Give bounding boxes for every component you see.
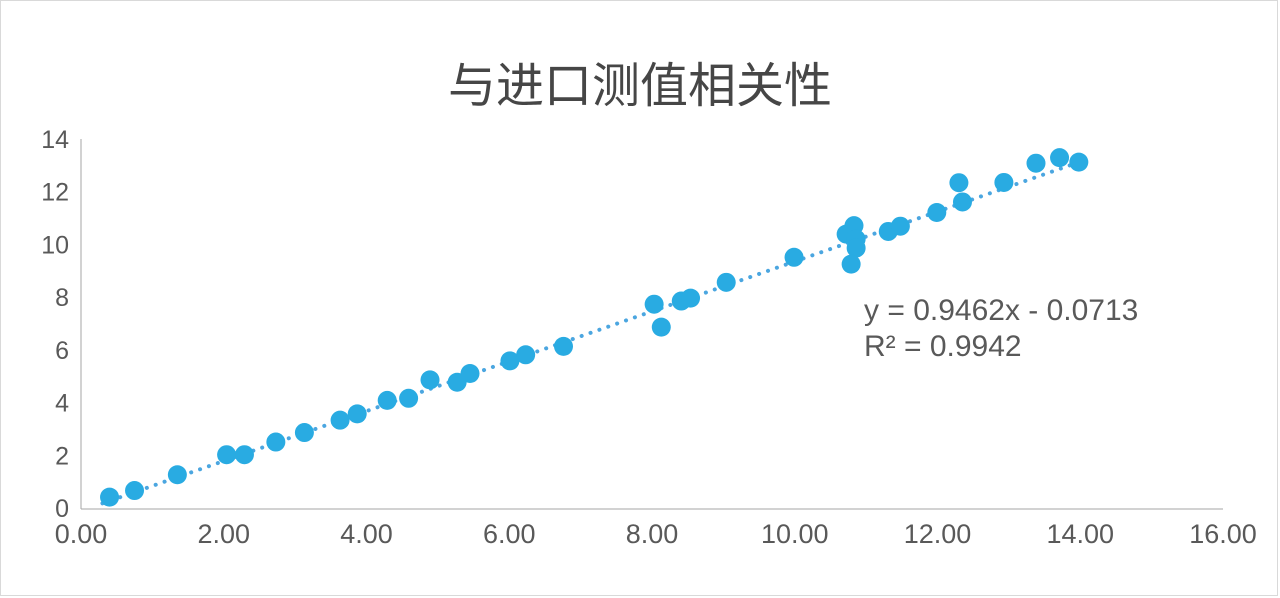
svg-text:12: 12 [41, 179, 69, 207]
svg-text:14: 14 [41, 126, 69, 154]
svg-text:6.00: 6.00 [483, 519, 536, 549]
svg-text:4.00: 4.00 [340, 519, 393, 549]
svg-text:R² = 0.9942: R² = 0.9942 [864, 330, 1022, 363]
svg-text:10.00: 10.00 [761, 519, 829, 549]
svg-text:16.00: 16.00 [1189, 519, 1257, 549]
svg-text:8.00: 8.00 [626, 519, 679, 549]
svg-text:8: 8 [55, 284, 69, 312]
svg-text:0.00: 0.00 [55, 519, 108, 549]
svg-text:12.00: 12.00 [904, 519, 972, 549]
svg-text:2.00: 2.00 [197, 519, 250, 549]
svg-text:10: 10 [41, 231, 69, 259]
svg-text:2: 2 [55, 442, 69, 470]
svg-text:y = 0.9462x - 0.0713: y = 0.9462x - 0.0713 [864, 294, 1138, 327]
svg-text:4: 4 [55, 390, 69, 418]
svg-text:14.00: 14.00 [1046, 519, 1114, 549]
svg-text:6: 6 [55, 337, 69, 365]
